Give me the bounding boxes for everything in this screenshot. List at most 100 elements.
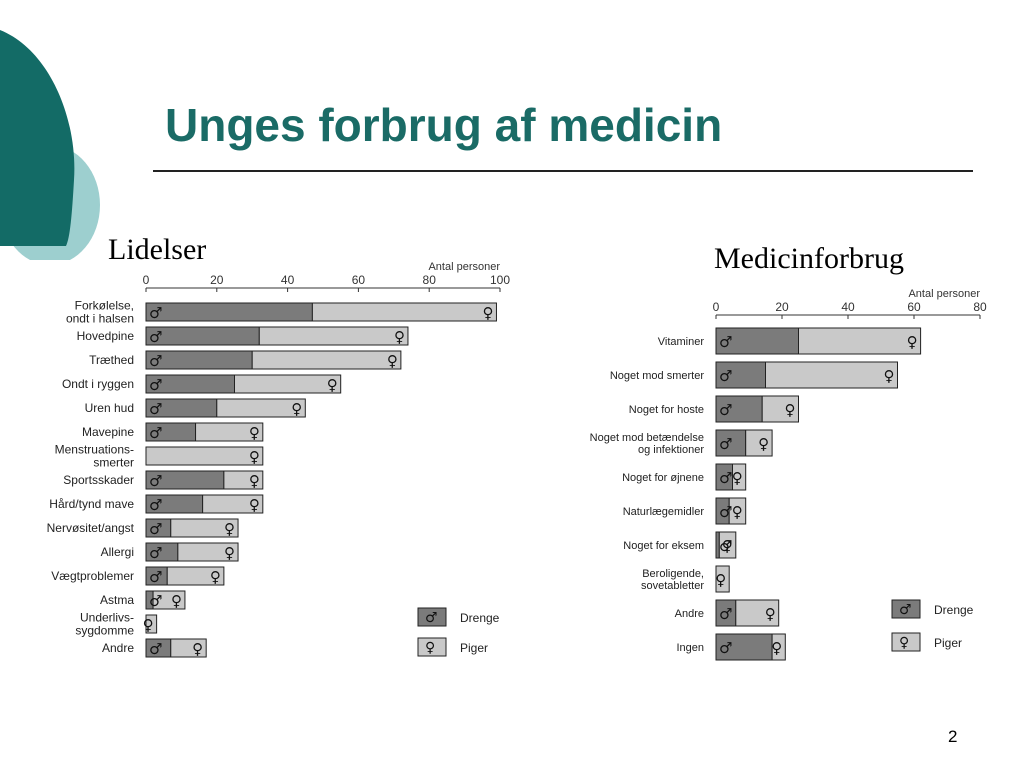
- female-symbol-icon: ♀: [758, 435, 769, 453]
- x-tick-label: 60: [907, 300, 921, 314]
- category-label-noget-for-øjnene: Noget for øjnene: [622, 472, 704, 484]
- female-symbol-icon: ♀: [425, 640, 435, 656]
- male-symbol-icon: ♂: [149, 520, 162, 538]
- chart-caption-lidelser: Lidelser: [108, 233, 207, 266]
- legend-swatch-piger: [417, 637, 447, 657]
- bar-piger: [145, 614, 158, 634]
- category-label-astma: Astma: [100, 593, 134, 607]
- female-symbol-icon: ♀: [907, 333, 918, 351]
- male-symbol-icon: ♂: [149, 304, 162, 322]
- legend-label-piger: Piger: [460, 641, 488, 655]
- legend-label-drenge: Drenge: [934, 603, 974, 617]
- male-symbol-icon: ♂: [149, 496, 162, 514]
- female-symbol-icon: ♀: [224, 520, 235, 538]
- bar-piger: [145, 446, 264, 466]
- bar-piger: [170, 518, 239, 538]
- category-label-uren-hud: Uren hud: [85, 401, 134, 415]
- legend-label-piger: Piger: [934, 636, 962, 650]
- legend-swatch-piger: [891, 632, 921, 652]
- category-label-vægtproblemer: Vægtproblemer: [51, 569, 134, 583]
- male-symbol-icon: ♂: [899, 602, 912, 618]
- bar-piger: [251, 350, 402, 370]
- male-symbol-icon: ♂: [719, 367, 732, 385]
- bar-piger: [223, 470, 264, 490]
- category-label-vitaminer: Vitaminer: [658, 336, 705, 348]
- male-symbol-icon: ♂: [149, 568, 162, 586]
- female-symbol-icon: ♀: [171, 592, 182, 610]
- bar-piger: [728, 497, 747, 525]
- female-symbol-icon: ♀: [732, 503, 743, 521]
- category-label-forkølelse-ondt-i-halsen: Forkølelse, ondt i halsen: [66, 299, 134, 326]
- male-symbol-icon: ♂: [149, 376, 162, 394]
- female-symbol-icon: ♀: [210, 568, 221, 586]
- chart-lidelser: Antal personer 0 20 40 60 80 100 Forkølelse, ond…: [47, 261, 511, 658]
- chart-caption-medicinforbrug: Medicinforbrug: [714, 242, 904, 275]
- category-label-noget-mod-smerter: Noget mod smerter: [610, 370, 704, 382]
- female-symbol-icon: ♀: [291, 400, 302, 418]
- category-label-naturlægemidler: Naturlægemidler: [623, 506, 705, 518]
- female-symbol-icon: ♀: [722, 537, 733, 555]
- bar-piger: [152, 590, 186, 610]
- male-symbol-icon: ♂: [149, 472, 162, 490]
- category-label-andre: Andre: [102, 641, 134, 655]
- male-symbol-icon: ♂: [719, 537, 732, 555]
- male-symbol-icon: ♂: [719, 469, 732, 487]
- legend-label-drenge: Drenge: [460, 611, 500, 625]
- bar-piger: [771, 633, 786, 661]
- category-label-noget-for-eksem: Noget for eksem: [623, 540, 704, 552]
- category-label-menstruations-smerter: Menstruations-smerter: [55, 443, 134, 470]
- x-tick-label: 20: [210, 273, 224, 287]
- category-label-ondt-i-ryggen: Ondt i ryggen: [62, 377, 134, 391]
- female-symbol-icon: ♀: [394, 328, 405, 346]
- x-axis-label: Antal personer: [908, 288, 980, 300]
- category-label-hovedpine: Hovedpine: [77, 329, 135, 343]
- bar-piger: [216, 398, 306, 418]
- female-symbol-icon: ♀: [249, 424, 260, 442]
- female-symbol-icon: ♀: [785, 401, 796, 419]
- x-tick-label: 40: [281, 273, 295, 287]
- legend-swatch-drenge: [891, 599, 921, 619]
- category-label-noget-mod-betændelse-og-infektioner: Noget mod betændelse og infektioner: [590, 432, 705, 456]
- male-symbol-icon: ♂: [719, 503, 732, 521]
- x-axis-label: Antal personer: [428, 261, 500, 273]
- bar-piger: [170, 638, 207, 658]
- male-symbol-icon: ♂: [149, 544, 162, 562]
- slide-title: Unges forbrug af medicin: [165, 99, 723, 151]
- female-symbol-icon: ♀: [884, 367, 895, 385]
- category-label-mavepine: Mavepine: [82, 425, 134, 439]
- bar-piger: [166, 566, 225, 586]
- bar-piger: [798, 327, 922, 355]
- decorative-corner-shape: [0, 30, 100, 260]
- legend-swatch-drenge: [417, 607, 447, 627]
- female-symbol-icon: ♀: [192, 640, 203, 658]
- male-symbol-icon: ♂: [425, 610, 438, 626]
- category-label-ingen: Ingen: [676, 642, 704, 654]
- bar-drenge: [145, 326, 260, 346]
- male-symbol-icon: ♂: [719, 333, 732, 351]
- bar-piger: [715, 565, 730, 593]
- male-symbol-icon: ♂: [149, 592, 162, 610]
- bar-piger: [258, 326, 409, 346]
- category-label-noget-for-hoste: Noget for hoste: [629, 404, 704, 416]
- category-label-andre: Andre: [675, 608, 704, 620]
- male-symbol-icon: ♂: [149, 352, 162, 370]
- category-label-hård-tynd-mave: Hård/tynd mave: [49, 497, 134, 511]
- female-symbol-icon: ♀: [765, 605, 776, 623]
- category-label-underlivs-sygdomme: Underlivs-sygdomme: [75, 611, 134, 638]
- x-tick-label: 100: [490, 273, 510, 287]
- male-symbol-icon: ♂: [149, 400, 162, 418]
- title-divider: [153, 170, 973, 172]
- male-symbol-icon: ♂: [719, 605, 732, 623]
- female-symbol-icon: ♀: [387, 352, 398, 370]
- female-symbol-icon: ♀: [224, 544, 235, 562]
- x-tick-label: 40: [841, 300, 855, 314]
- female-symbol-icon: ♀: [249, 496, 260, 514]
- bar-piger: [718, 531, 737, 559]
- page-number: 2: [948, 727, 958, 746]
- category-label-nervøsitet-angst: Nervøsitet/angst: [47, 521, 135, 535]
- female-symbol-icon: ♀: [327, 376, 338, 394]
- male-symbol-icon: ♂: [149, 640, 162, 658]
- bar-piger: [761, 395, 799, 423]
- bar-piger: [234, 374, 342, 394]
